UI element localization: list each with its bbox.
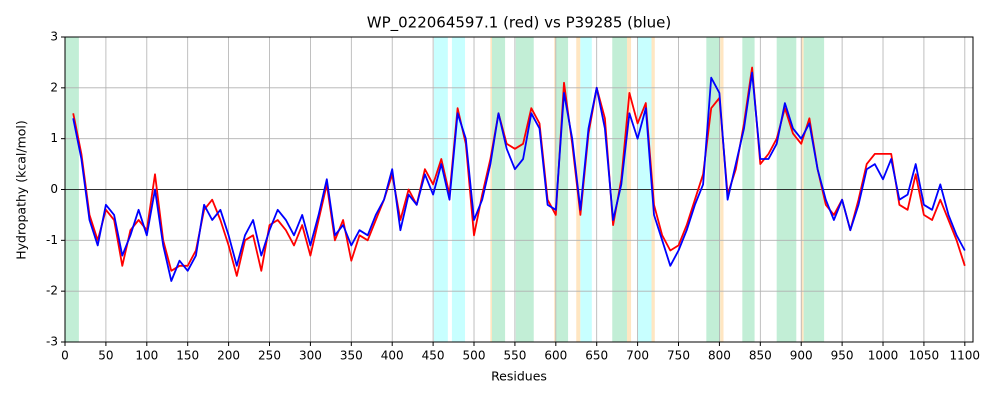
y-tick-label: 1 xyxy=(50,131,58,145)
plot-frame xyxy=(64,36,974,343)
x-tick-label: 500 xyxy=(463,349,486,363)
x-tick-label: 550 xyxy=(503,349,526,363)
y-tick-label: 0 xyxy=(50,182,58,196)
chart-title: WP_022064597.1 (red) vs P39285 (blue) xyxy=(367,14,672,33)
x-tick-label: 100 xyxy=(135,349,158,363)
y-axis-label: Hydropathy (kcal/mol) xyxy=(14,120,29,260)
x-tick-label: 1050 xyxy=(909,349,940,363)
series-line xyxy=(72,71,966,282)
x-tick-label: 250 xyxy=(258,349,281,363)
x-tick-label: 800 xyxy=(708,349,731,363)
x-tick-label: 50 xyxy=(98,349,113,363)
x-tick-label: 450 xyxy=(422,349,445,363)
x-tick-label: 900 xyxy=(790,349,813,363)
y-tick-label: 2 xyxy=(50,80,58,94)
x-tick-label: 950 xyxy=(831,349,854,363)
x-tick-label: 1000 xyxy=(868,349,899,363)
x-tick-label: 300 xyxy=(299,349,322,363)
x-axis-label: Residues xyxy=(491,369,547,384)
y-tick-label: -2 xyxy=(46,284,58,298)
x-tick-label: 850 xyxy=(749,349,772,363)
y-tick-label: 3 xyxy=(50,30,58,44)
x-tick-label: 150 xyxy=(176,349,199,363)
x-tick-label: 1100 xyxy=(950,349,981,363)
x-tick-label: 750 xyxy=(667,349,690,363)
x-tick-label: 400 xyxy=(381,349,404,363)
x-tick-label: 700 xyxy=(626,349,649,363)
y-tick-label: -1 xyxy=(46,233,58,247)
x-tick-label: 600 xyxy=(544,349,567,363)
y-tick-label: -3 xyxy=(46,335,58,349)
x-tick-label: 650 xyxy=(585,349,608,363)
x-tick-label: 0 xyxy=(61,349,69,363)
x-tick-label: 200 xyxy=(217,349,240,363)
x-tick-label: 350 xyxy=(340,349,363,363)
